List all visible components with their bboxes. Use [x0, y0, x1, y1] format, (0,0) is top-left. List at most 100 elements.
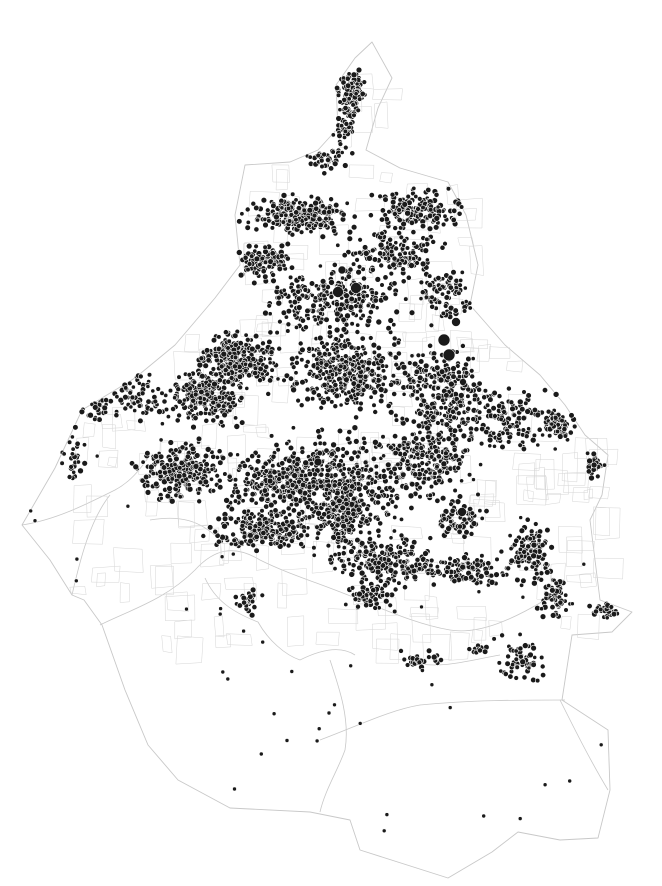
location-dot — [340, 79, 347, 86]
location-dot — [360, 387, 367, 393]
neighbourhood-cell — [460, 339, 489, 349]
location-dot — [365, 359, 373, 367]
location-dot — [335, 516, 342, 523]
neighbourhood-cell — [161, 635, 173, 654]
location-dot — [390, 373, 397, 379]
location-dot — [265, 207, 271, 213]
location-dot — [379, 393, 385, 399]
location-dot — [346, 526, 353, 533]
location-dot — [210, 399, 216, 406]
neighbourhood-cell — [402, 332, 428, 342]
location-dot — [554, 428, 561, 435]
location-dot — [82, 442, 88, 448]
location-dot — [222, 367, 229, 373]
location-dot — [517, 546, 523, 552]
location-dot — [314, 535, 320, 541]
location-dot — [212, 528, 218, 535]
location-dot — [355, 485, 363, 493]
location-dot — [391, 528, 397, 534]
location-dot — [286, 488, 291, 494]
location-dot — [72, 424, 79, 431]
location-dot — [392, 586, 399, 593]
location-dot — [427, 273, 433, 279]
location-dot — [161, 464, 168, 471]
location-dot — [293, 217, 299, 223]
location-dot — [499, 443, 506, 451]
neighbourhood-cell — [176, 500, 208, 527]
location-dot — [486, 436, 494, 444]
location-dot — [249, 345, 256, 353]
neighbourhood-cell — [376, 597, 398, 617]
location-dot — [509, 405, 516, 412]
location-dot — [384, 591, 391, 598]
location-dot — [336, 132, 343, 139]
location-dot — [260, 464, 266, 470]
location-dot — [439, 523, 446, 530]
location-dot — [345, 509, 352, 516]
location-dot — [414, 260, 420, 266]
location-dot — [130, 384, 136, 390]
location-dot — [548, 544, 555, 551]
location-dot — [435, 431, 442, 438]
location-dot — [236, 373, 244, 380]
neighbourhood-cell — [516, 475, 547, 506]
location-dot — [336, 462, 343, 469]
neighbourhood-cell — [100, 413, 123, 429]
location-dot — [329, 451, 336, 458]
location-dot — [181, 397, 187, 403]
location-dot — [389, 499, 396, 505]
location-dot — [468, 531, 475, 537]
neighbourhood-cell — [572, 487, 591, 503]
location-dot — [293, 197, 299, 203]
location-dot — [225, 345, 231, 351]
neighbourhood-cell — [184, 334, 200, 352]
location-dot — [268, 501, 275, 509]
location-dot — [340, 471, 347, 478]
location-dot — [552, 414, 559, 421]
location-dot — [138, 373, 144, 380]
location-dot — [267, 258, 274, 265]
location-dot — [308, 194, 315, 200]
location-dot — [295, 288, 302, 295]
location-dot — [312, 199, 319, 207]
location-dot — [397, 251, 403, 258]
neighbourhood-cell — [391, 525, 423, 541]
location-dot — [252, 248, 258, 254]
location-dot — [132, 408, 138, 413]
location-dot — [367, 212, 374, 219]
location-dot — [233, 423, 241, 430]
location-dot — [293, 324, 299, 330]
location-dot — [393, 504, 399, 510]
location-dot — [440, 310, 447, 317]
location-dot — [400, 220, 407, 228]
location-dot — [335, 92, 342, 98]
location-dot — [435, 453, 442, 460]
location-dot — [202, 478, 210, 486]
location-dot — [266, 477, 274, 485]
borough-boundary — [559, 699, 609, 791]
location-dot — [478, 573, 485, 580]
neighbourhood-cell — [398, 302, 416, 322]
location-dot — [372, 596, 379, 603]
location-dot — [424, 424, 431, 432]
neighbourhood-cell — [593, 557, 624, 580]
location-dot — [232, 354, 239, 361]
location-dot — [241, 599, 247, 606]
location-dot — [393, 362, 399, 368]
location-dot — [246, 524, 253, 531]
location-dot — [244, 471, 251, 478]
location-dot — [266, 338, 273, 346]
location-dot — [226, 371, 232, 377]
location-dot — [401, 201, 408, 208]
location-dot — [326, 205, 333, 211]
location-dot — [249, 453, 256, 459]
location-dot — [501, 409, 507, 415]
location-dot — [355, 481, 362, 487]
location-dot — [163, 406, 170, 413]
location-dot — [295, 205, 302, 212]
location-dot — [552, 446, 558, 452]
location-dot — [244, 476, 249, 482]
location-dot — [234, 488, 241, 495]
borough-boundary — [149, 517, 221, 541]
location-dot — [355, 454, 361, 460]
